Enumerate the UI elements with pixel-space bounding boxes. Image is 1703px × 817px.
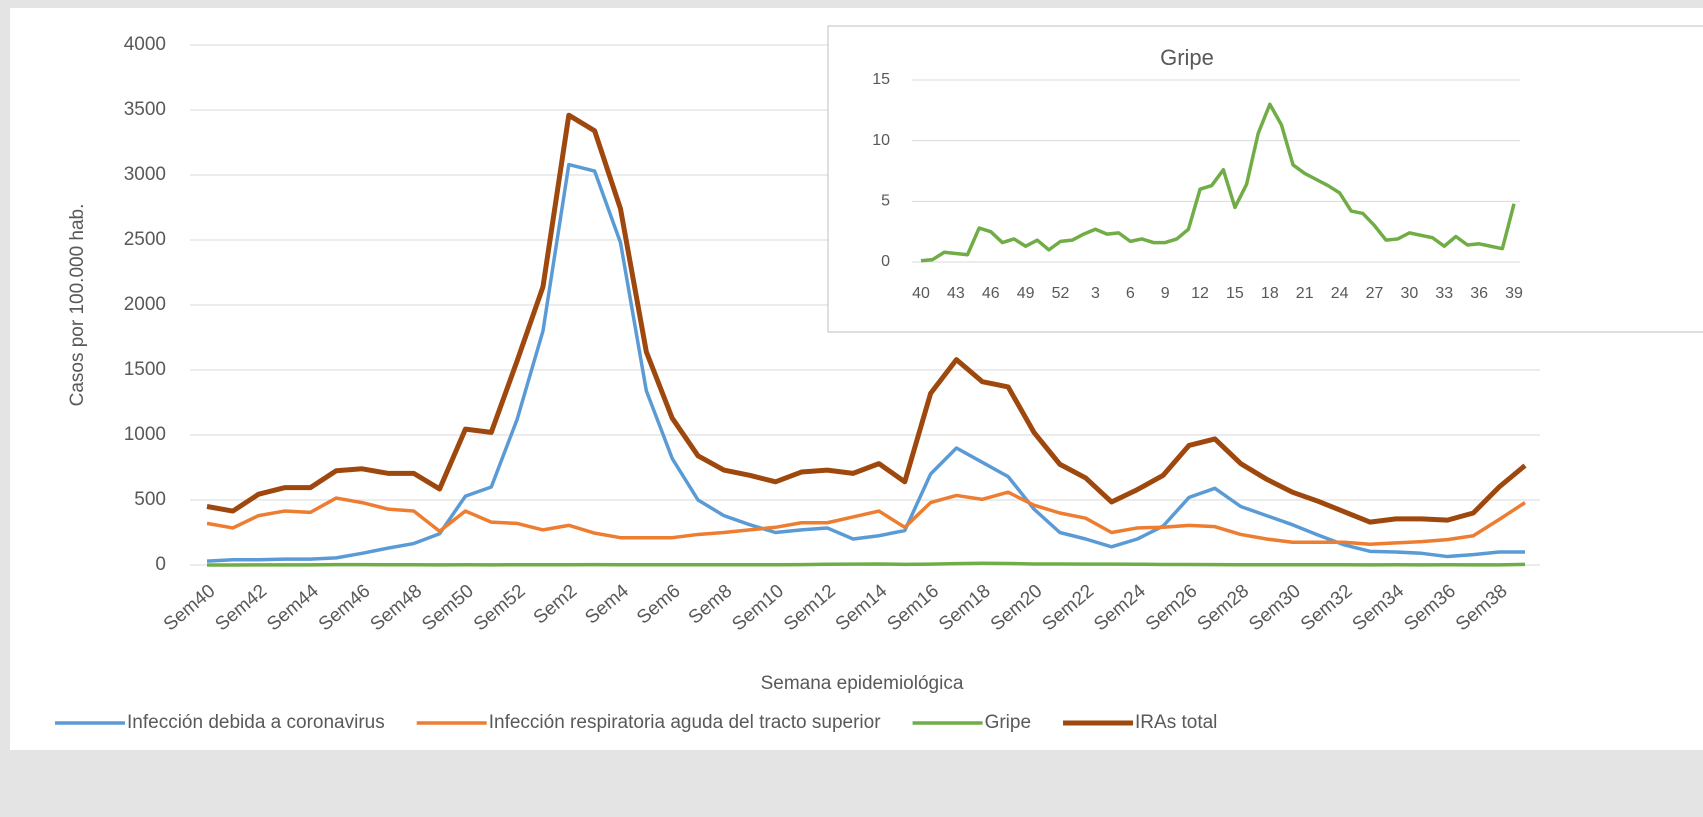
x-tick-label: 52 <box>1052 285 1070 302</box>
y-tick-label: 2500 <box>124 229 166 250</box>
legend: Infección debida a coronavirus Infección … <box>55 712 1217 733</box>
y-tick-label: 500 <box>134 489 166 510</box>
x-tick-label: 33 <box>1435 285 1453 302</box>
y-tick-label: 4000 <box>124 34 166 55</box>
y-tick-label: 15 <box>872 71 890 88</box>
series-line <box>206 112 1527 525</box>
x-tick-label: 3 <box>1091 285 1100 302</box>
x-tick-label: 46 <box>982 285 1000 302</box>
x-tick-label: 43 <box>947 285 965 302</box>
x-tick-label: 27 <box>1366 285 1384 302</box>
x-tick-label: 36 <box>1470 285 1488 302</box>
y-tick-label: 0 <box>881 253 890 270</box>
x-tick-label: 15 <box>1226 285 1244 302</box>
y-tick-label: 0 <box>155 554 166 575</box>
x-tick-label: 40 <box>912 285 930 302</box>
inset-title: Gripe <box>1160 45 1214 70</box>
x-tick-label: 12 <box>1191 285 1209 302</box>
x-tick-label: 6 <box>1126 285 1135 302</box>
x-tick-label: 9 <box>1161 285 1170 302</box>
y-tick-label: 3000 <box>124 164 166 185</box>
x-tick-label: 24 <box>1331 285 1349 302</box>
series-line <box>206 162 1525 563</box>
series-line <box>206 490 1526 546</box>
y-tick-label: 2000 <box>124 294 166 315</box>
x-tick-label: 18 <box>1261 285 1279 302</box>
y-tick-label: 3500 <box>124 99 166 120</box>
x-tick-label: 21 <box>1296 285 1314 302</box>
legend-label: IRAs total <box>1135 712 1217 733</box>
y-tick-label: 1500 <box>124 359 166 380</box>
legend-label: Gripe <box>985 712 1031 733</box>
y-tick-label: 10 <box>872 132 890 149</box>
series-line <box>920 102 1516 263</box>
x-axis-label: Semana epidemiológica <box>761 673 964 694</box>
y-axis-label: Casos por 100.000 hab. <box>67 204 88 407</box>
series-line <box>206 561 1526 567</box>
y-tick-label: 1000 <box>124 424 166 445</box>
inset-panel <box>827 25 1703 333</box>
x-tick-label: 39 <box>1505 285 1523 302</box>
legend-label: Infección debida a coronavirus <box>127 712 385 733</box>
x-tick-label: 49 <box>1017 285 1035 302</box>
x-tick-label: 30 <box>1400 285 1418 302</box>
legend-label: Infección respiratoria aguda del tracto … <box>489 712 882 733</box>
y-tick-label: 5 <box>881 193 890 210</box>
